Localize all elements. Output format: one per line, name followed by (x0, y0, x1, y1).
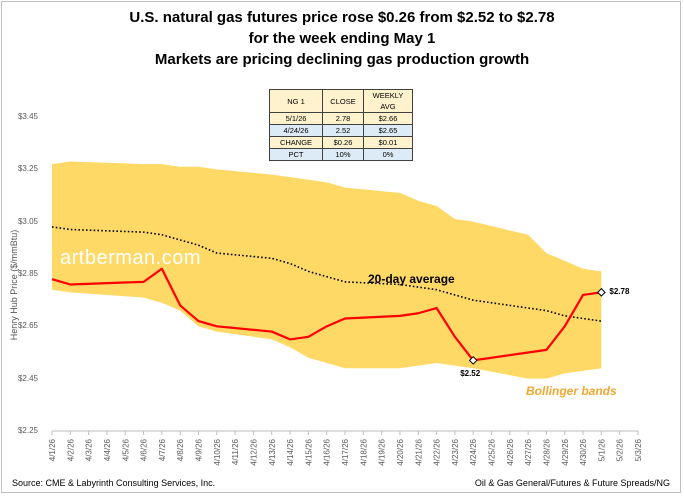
watermark: artberman.com (60, 247, 201, 269)
x-tick-label: 4/8/26 (176, 438, 185, 461)
data-point-marker (468, 355, 478, 365)
price-line (51, 267, 602, 362)
x-tick-label: 4/13/26 (268, 438, 277, 465)
stats-cell: 5/1/26 (269, 112, 323, 125)
x-tick-label: 4/19/26 (378, 438, 387, 465)
y-tick-label: $3.45 (17, 112, 38, 121)
x-tick-label: 4/18/26 (359, 438, 368, 465)
x-tick-label: 5/2/26 (616, 438, 625, 461)
data-label-low: $2.52 (460, 369, 481, 379)
data-point-marker (596, 287, 606, 297)
x-tick-label: 4/21/26 (414, 438, 423, 465)
x-tick-label: 4/26/26 (506, 438, 515, 465)
stats-cell: 2.52 (322, 124, 364, 137)
y-tick-label: $2.25 (17, 426, 38, 435)
line-layer (51, 226, 606, 365)
stats-table-row: PCT 10% 0% (269, 148, 413, 161)
x-tick-layer: 4/1/26 4/2/26 4/3/26 4/4/26 4/5/26 4/6/26 4/7/… (48, 438, 643, 465)
y-tick-label: $3.25 (17, 164, 38, 174)
stats-cell: $2.66 (363, 112, 413, 125)
bollinger-band-label: Bollinger bands (526, 384, 617, 398)
bollinger-band-area (52, 161, 602, 379)
title-line-3: Markets are pricing declining gas produc… (154, 51, 530, 68)
x-tick-label: 4/4/26 (103, 438, 112, 461)
x-tick-label: 4/20/26 (396, 438, 405, 465)
stats-table: NG 1 CLOSE WEEKLY AVG 5/1/26 2.78 $2.66 … (269, 89, 413, 161)
x-tick-label: 4/23/26 (451, 438, 460, 465)
x-tick-label: 5/1/26 (597, 438, 606, 461)
x-tick-label: 4/16/26 (323, 438, 332, 465)
stats-cell: 10% (322, 148, 364, 161)
x-tick-label: 4/1/26 (48, 438, 57, 461)
stats-cell: 0% (363, 148, 413, 161)
x-tick-label: 4/6/26 (140, 438, 149, 461)
stats-cell: 2.78 (322, 112, 364, 125)
x-tick-label: 4/28/26 (542, 438, 551, 465)
avg-line-label: 20-day average (368, 272, 455, 286)
x-tick-label: 4/10/26 (213, 438, 222, 465)
stats-cell: $0.01 (363, 136, 413, 149)
x-tick-label: 4/3/26 (85, 438, 94, 461)
stats-cell: 4/24/26 (269, 124, 323, 137)
x-tick-label: 4/7/26 (158, 438, 167, 461)
stats-cell: $2.65 (363, 124, 413, 137)
stats-header-cell: WEEKLY AVG (363, 89, 413, 113)
axis-layer (51, 430, 639, 435)
x-tick-label: 4/25/26 (488, 438, 497, 465)
stats-cell: PCT (269, 148, 323, 161)
data-label-last: $2.78 (609, 287, 630, 297)
stats-table-header: NG 1 CLOSE WEEKLY AVG (269, 89, 413, 113)
bollinger-band-layer (52, 161, 602, 379)
x-tick-label: 4/24/26 (469, 438, 478, 465)
credit-note: Oil & Gas General/Futures & Future Sprea… (474, 478, 670, 488)
x-tick-label: 4/30/26 (579, 438, 588, 465)
stats-header-cell: CLOSE (322, 89, 364, 113)
x-tick-label: 4/14/26 (286, 438, 295, 465)
x-tick-label: 4/11/26 (231, 438, 240, 465)
y-tick-label: $2.45 (17, 373, 38, 383)
title-line-1: U.S. natural gas futures price rose $0.2… (129, 9, 555, 26)
avg-line (51, 226, 602, 322)
y-axis-label: Henry Hub Price ($/mmBtu) (4, 230, 24, 341)
x-tick-label: 4/15/26 (304, 438, 313, 465)
stats-table-row: 4/24/26 2.52 $2.65 (269, 124, 413, 137)
stats-table-row: CHANGE $0.26 $0.01 (269, 136, 413, 149)
stats-cell: CHANGE (269, 136, 323, 149)
stats-header-cell: NG 1 (269, 89, 323, 113)
x-tick-label: 4/27/26 (524, 438, 533, 465)
y-tick-label: $3.05 (17, 216, 38, 226)
x-tick-label: 4/12/26 (249, 438, 258, 465)
stats-table-row: 5/1/26 2.78 $2.66 (269, 112, 413, 125)
x-tick-label: 4/29/26 (561, 438, 570, 465)
x-tick-label: 5/3/26 (634, 438, 643, 461)
y-tick-label: $2.65 (17, 321, 38, 331)
x-tick-label: 4/17/26 (341, 438, 350, 465)
stats-cell: $0.26 (322, 136, 364, 149)
y-tick-label: $2.85 (17, 269, 38, 278)
title-line-2: for the week ending May 1 (248, 30, 436, 47)
x-tick-label: 4/22/26 (433, 438, 442, 465)
x-tick-label: 4/5/26 (121, 438, 130, 461)
x-tick-label: 4/2/26 (66, 438, 75, 461)
chart-title: U.S. natural gas futures price rose $0.2… (0, 7, 684, 70)
source-note: Source: CME & Labyrinth Consulting Servi… (12, 478, 216, 488)
x-tick-label: 4/9/26 (195, 438, 204, 461)
